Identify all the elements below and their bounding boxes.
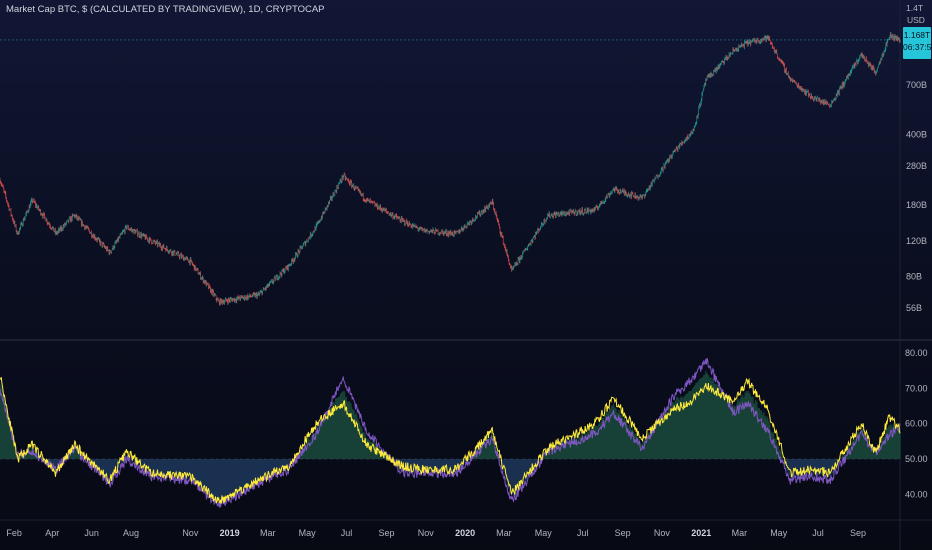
time-axis-tick-label: Mar: [496, 528, 512, 538]
price-axis-tick-label: 180B: [906, 200, 927, 210]
price-point: [421, 229, 423, 231]
time-axis-tick-label: Sep: [378, 528, 394, 538]
price-axis-top-value: 1.4T: [906, 3, 924, 13]
last-price-value: 1.168T: [903, 30, 931, 40]
chart-title: Market Cap BTC, $ (CALCULATED BY TRADING…: [6, 4, 325, 15]
oscillator-axis-tick-label: 60.00: [905, 419, 928, 429]
price-axis-tick-label: 280B: [906, 161, 927, 171]
price-point: [218, 301, 220, 303]
price-point: [315, 226, 317, 228]
time-axis-tick-label: Jun: [84, 528, 99, 538]
time-axis-tick-label: Sep: [615, 528, 631, 538]
price-axis-tick-label: 56B: [906, 303, 922, 313]
time-axis-tick-label: Jul: [812, 528, 824, 538]
time-axis-tick-label: Aug: [123, 528, 139, 538]
time-axis-tick-label: Feb: [6, 528, 22, 538]
price-point: [767, 37, 769, 39]
price-point: [125, 226, 128, 228]
price-point: [692, 129, 695, 131]
time-axis-tick-label: 2019: [220, 528, 240, 538]
price-point: [342, 175, 344, 177]
time-axis-tick-label: Nov: [654, 528, 671, 538]
price-axis-tick-label: 700B: [906, 80, 927, 90]
oscillator-axis-tick-label: 50.00: [905, 454, 928, 464]
oscillator-fill-above: [0, 370, 901, 460]
price-candles-up: [9, 31, 901, 306]
time-axis-tick-label: Jul: [577, 528, 589, 538]
price-point: [612, 188, 615, 190]
price-point: [673, 150, 675, 153]
time-axis-tick-label: Jul: [341, 528, 353, 538]
price-axis-tick-label: 120B: [906, 236, 927, 246]
price-axis-tick-label: 80B: [906, 272, 922, 282]
time-axis-tick-label: Mar: [260, 528, 276, 538]
price-point: [258, 294, 260, 296]
price-point: [109, 251, 111, 254]
price-point: [73, 214, 75, 216]
time-axis-tick-label: Apr: [45, 528, 59, 538]
time-axis-tick-label: 2021: [691, 528, 711, 538]
oscillator-axis-tick-label: 70.00: [905, 383, 928, 393]
price-point: [811, 96, 813, 98]
last-price-badge: 1.168T 06:37:55: [903, 27, 932, 59]
oscillator-axis-tick-label: 40.00: [905, 489, 928, 499]
time-axis-tick-label: Sep: [850, 528, 866, 538]
price-point: [860, 53, 862, 56]
price-point: [594, 209, 596, 211]
time-axis-tick-label: Mar: [732, 528, 748, 538]
price-point: [746, 42, 748, 44]
price-point: [874, 71, 877, 73]
time-axis-tick-label: 2020: [455, 528, 475, 538]
time-axis-tick-label: Nov: [418, 528, 435, 538]
price-point: [31, 199, 33, 201]
price-point: [401, 220, 404, 222]
price-candles-down: [0, 32, 900, 306]
price-point: [16, 233, 19, 235]
price-point: [0, 179, 1, 181]
price-point: [511, 270, 513, 272]
price-point: [829, 104, 831, 106]
price-point: [733, 49, 735, 51]
time-axis-tick-label: Nov: [182, 528, 199, 538]
price-point: [455, 233, 457, 235]
price-axis-tick-label: 400B: [906, 130, 927, 140]
oscillator-series-purple: [0, 357, 901, 508]
oscillator-series-yellow: [0, 377, 901, 504]
price-point: [547, 214, 549, 216]
price-point: [889, 34, 891, 37]
time-axis-tick-label: May: [770, 528, 788, 538]
price-point: [705, 79, 707, 81]
time-axis-tick-label: May: [299, 528, 317, 538]
oscillator-fill-below: [38, 459, 843, 505]
time-axis-tick-label: May: [535, 528, 553, 538]
price-point: [55, 233, 57, 235]
price-point: [899, 39, 901, 41]
price-point: [491, 201, 493, 204]
price-point: [365, 199, 368, 201]
price-point: [189, 260, 191, 262]
price-point: [287, 265, 289, 267]
price-point: [641, 197, 643, 199]
price-point: [150, 240, 152, 242]
bar-countdown: 06:37:55: [903, 42, 932, 52]
price-point: [789, 78, 791, 80]
oscillator-axis-tick-label: 80.00: [905, 348, 928, 358]
currency-label[interactable]: USD: [907, 15, 925, 25]
